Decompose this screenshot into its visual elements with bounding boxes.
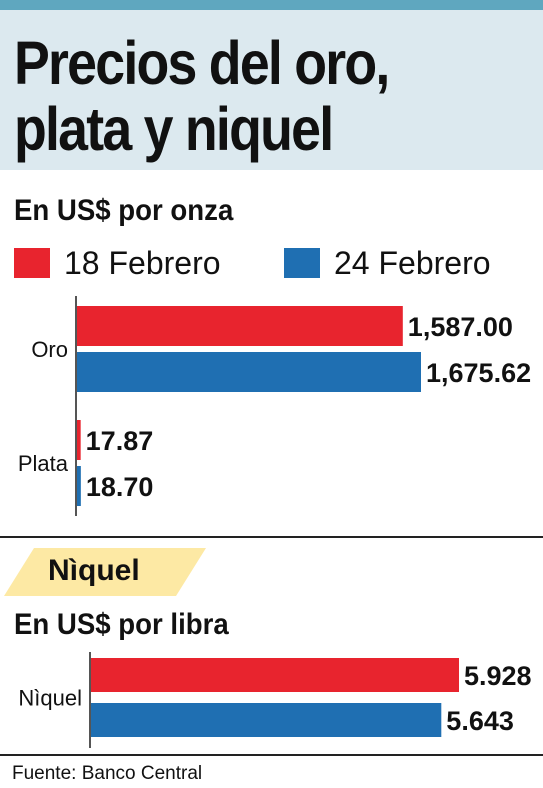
data-label-niquel-18-febrero: 5.928 — [464, 661, 532, 691]
unit-label-pound: En US$ por libra — [14, 608, 229, 641]
chart-ounce: 1,587.00 1,675.62 Oro 17.87 18.70 Plata — [18, 296, 531, 516]
data-label-oro-24-febrero: 1,675.62 — [426, 358, 531, 388]
bar-niquel-18-febrero — [91, 658, 459, 692]
data-label-niquel-24-febrero: 5.643 — [446, 706, 514, 736]
bar-plata-18-febrero — [77, 420, 81, 460]
chart-pound: 5.928 5.643 Nìquel — [18, 652, 532, 748]
legend-label-24-febrero: 24 Febrero — [334, 245, 491, 281]
data-label-plata-24-febrero: 18.70 — [86, 472, 154, 502]
data-label-plata-18-febrero: 17.87 — [86, 426, 154, 456]
bar-plata-24-febrero — [77, 466, 81, 506]
data-label-oro-18-febrero: 1,587.00 — [408, 312, 513, 342]
category-label-oro: Oro — [31, 337, 68, 362]
top-accent-bar — [0, 0, 543, 10]
bar-niquel-24-febrero — [91, 703, 442, 737]
nickel-section-banner: Nìquel — [4, 548, 206, 596]
bar-oro-18-febrero — [77, 306, 403, 346]
unit-label-ounce: En US$ por onza — [14, 194, 234, 227]
section-divider — [0, 536, 543, 538]
nickel-banner-shape — [4, 548, 206, 596]
header-panel: Precios del oro, plata y niquel — [0, 10, 543, 170]
title-line-2: plata y niquel — [14, 95, 334, 163]
page-title: Precios del oro, plata y niquel — [14, 29, 390, 163]
bar-oro-24-febrero — [77, 352, 421, 392]
category-label-plata: Plata — [18, 451, 69, 476]
legend-label-18-febrero: 18 Febrero — [64, 245, 221, 281]
source-note: Fuente: Banco Central — [12, 763, 203, 784]
title-line-1: Precios del oro, — [14, 29, 390, 97]
legend-swatch-blue — [284, 248, 320, 278]
legend-swatch-red — [14, 248, 50, 278]
nickel-banner-label: Nìquel — [48, 554, 140, 587]
category-label-niquel: Nìquel — [18, 686, 82, 711]
footer-divider — [0, 754, 543, 756]
